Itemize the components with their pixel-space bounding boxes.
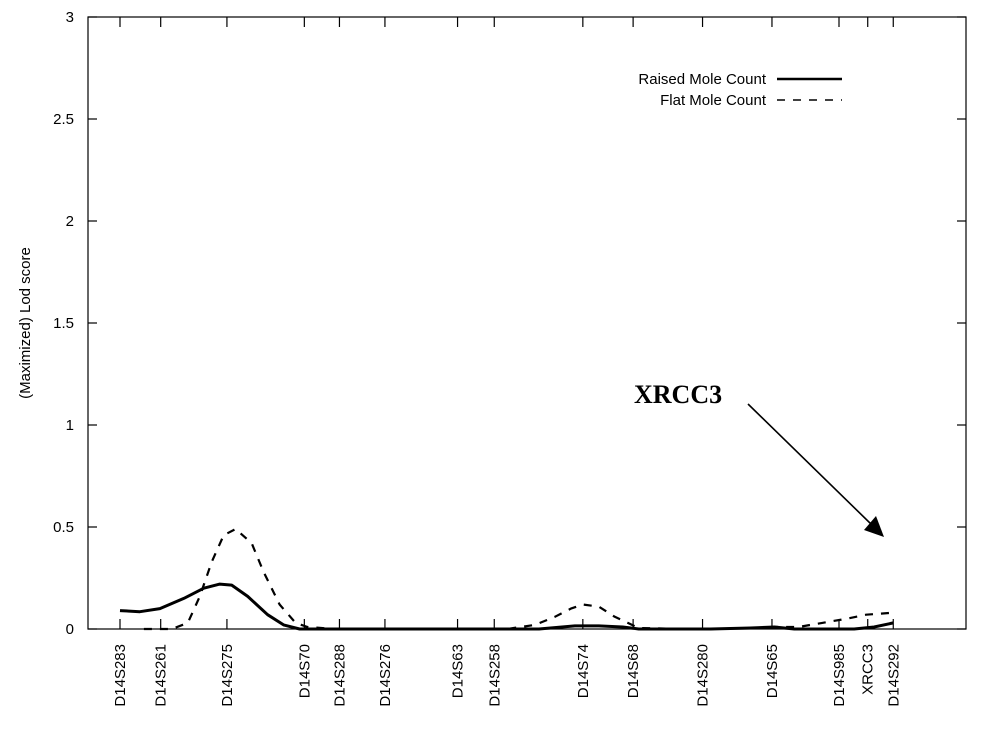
y-tick-label: 0.5: [53, 519, 74, 536]
legend-label-raised: Raised Mole Count: [638, 71, 766, 88]
x-tick-label: D14S68: [625, 644, 642, 698]
series-line-flat-mole-count: [143, 527, 894, 631]
y-tick-label: 3: [66, 9, 74, 26]
plot-frame: [87, 16, 967, 630]
x-tick-label: D14S288: [331, 644, 348, 707]
x-tick-label: D14S985: [831, 644, 848, 707]
xrcc3-annotation: XRCC3: [634, 380, 884, 537]
annotation-arrowhead: [864, 516, 884, 537]
series-group: [119, 527, 894, 631]
annotation-label: XRCC3: [634, 380, 722, 409]
y-tick-label: 1.5: [53, 315, 74, 332]
x-tick-label: XRCC3: [860, 644, 877, 695]
annotation-arrow-shaft: [747, 403, 873, 526]
x-tick-label: D14S70: [296, 644, 313, 698]
x-tick-label: D14S280: [695, 644, 712, 707]
y-tick-label: 2.5: [53, 111, 74, 128]
legend: Raised Mole Count Flat Mole Count: [638, 71, 842, 109]
legend-label-flat: Flat Mole Count: [660, 92, 767, 109]
x-axis: D14S283 D14S261 D14S275 D14S70 D14S288 D14S27…: [112, 17, 902, 707]
x-tick-label: D14S283: [112, 644, 129, 707]
x-tick-label: D14S292: [885, 644, 902, 707]
y-tick-label: 1: [66, 417, 74, 434]
x-tick-label: D14S276: [377, 644, 394, 707]
series-line-raised-mole-count: [119, 582, 894, 631]
y-axis-title: (Maximized) Lod score: [17, 247, 34, 399]
y-tick-label: 2: [66, 213, 74, 230]
x-tick-label: D14S261: [153, 644, 170, 707]
x-tick-label: D14S63: [450, 644, 467, 698]
x-tick-label: D14S74: [575, 644, 592, 698]
x-tick-label: D14S275: [219, 644, 236, 707]
y-axis: 0 0.5 1 1.5 2 2.5 3: [53, 9, 966, 638]
x-tick-label: D14S258: [486, 644, 503, 707]
y-tick-label: 0: [66, 621, 74, 638]
x-tick-label: D14S65: [764, 644, 781, 698]
